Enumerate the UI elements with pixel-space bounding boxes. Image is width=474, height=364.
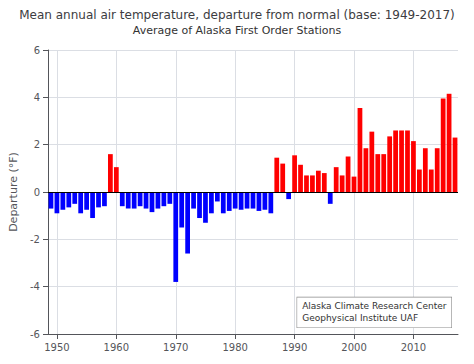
svg-text:1980: 1980: [222, 342, 247, 353]
svg-text:Average of Alaska First Order: Average of Alaska First Order Stations: [133, 24, 342, 37]
svg-text:Alaska Climate Research Center: Alaska Climate Research Center: [302, 301, 447, 311]
svg-text:2000: 2000: [341, 342, 366, 353]
svg-text:6: 6: [34, 45, 40, 56]
svg-text:1950: 1950: [44, 342, 69, 353]
svg-text:4: 4: [34, 92, 40, 103]
svg-text:-4: -4: [30, 281, 40, 292]
svg-text:Geophysical Institute UAF: Geophysical Institute UAF: [302, 313, 418, 323]
svg-text:1970: 1970: [163, 342, 188, 353]
svg-text:2: 2: [34, 139, 40, 150]
svg-text:0: 0: [34, 187, 40, 198]
svg-text:Mean annual air temperature, d: Mean annual air temperature, departure f…: [19, 8, 455, 22]
svg-text:-2: -2: [30, 234, 40, 245]
svg-text:2010: 2010: [401, 342, 426, 353]
svg-text:1960: 1960: [104, 342, 129, 353]
svg-text:-6: -6: [30, 329, 40, 340]
svg-text:Departure (°F): Departure (°F): [7, 152, 20, 232]
svg-text:1990: 1990: [282, 342, 307, 353]
